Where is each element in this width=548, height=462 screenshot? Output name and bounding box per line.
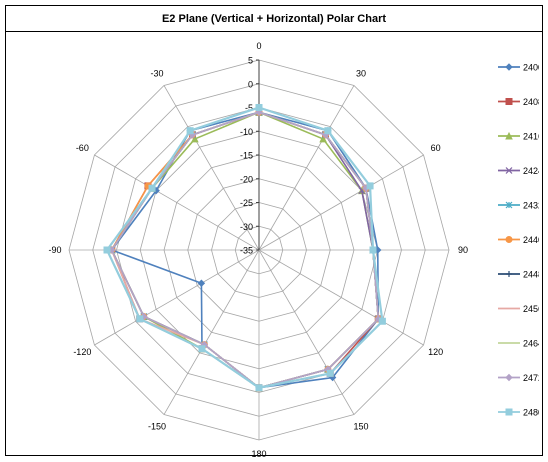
legend-marker: [505, 201, 513, 209]
legend-entry: 2400: [498, 63, 543, 73]
radial-tick-label: -5: [245, 103, 253, 113]
legend-label: 2456: [523, 304, 539, 314]
grid-spoke: [258, 249, 355, 415]
legend-entry: 2448: [498, 270, 543, 280]
chart-title: E2 Plane (Vertical + Horizontal) Polar C…: [161, 12, 387, 25]
legend-label: 2424: [523, 166, 539, 176]
angle-label: 150: [353, 422, 368, 432]
angle-label: -30: [150, 68, 163, 78]
legend-label: 2416: [523, 132, 539, 142]
grid-spoke: [258, 85, 355, 251]
data-point: [198, 345, 206, 353]
radial-tick-label: -10: [240, 127, 253, 137]
legend-label: 2400: [523, 63, 539, 73]
legend-marker: [505, 236, 513, 243]
angle-label: 30: [356, 68, 366, 78]
data-point: [255, 384, 263, 392]
data-point: [369, 246, 377, 254]
legend-label: 2440: [523, 235, 539, 245]
data-point: [319, 134, 327, 143]
radial-tick-label: -30: [240, 222, 253, 232]
grid-spoke: [163, 249, 260, 415]
legend-entry: 2456: [498, 304, 543, 314]
legend-label: 2464: [523, 339, 539, 349]
legend-marker: [505, 63, 513, 71]
radial-tick-label: -35: [240, 246, 253, 256]
chart-frame: E2 Plane (Vertical + Horizontal) Polar C…: [5, 5, 543, 459]
grid-spoke: [163, 85, 260, 251]
angle-label: 180: [251, 449, 266, 457]
data-point: [148, 184, 156, 192]
legend-marker: [505, 408, 513, 416]
radial-tick-label: 0: [248, 79, 253, 89]
radar-grid: [68, 59, 450, 441]
radial-tick-labels: 5 0 -5 -10 -15 -20 -25 -30 -35: [240, 56, 259, 256]
legend-label: 2480: [523, 408, 539, 418]
legend-marker: [505, 131, 513, 140]
data-point: [186, 127, 194, 135]
data-point: [378, 317, 386, 325]
legend-marker: [506, 271, 512, 277]
legend-entry: 2464: [498, 339, 543, 349]
radial-tick-label: -25: [240, 198, 253, 208]
angle-label: -150: [148, 422, 166, 432]
legend-entry: 2480: [498, 408, 543, 418]
legend-marker: [505, 373, 513, 382]
legend-entry: 2416: [498, 131, 543, 142]
angle-label: 0: [256, 41, 261, 51]
angle-label: 90: [458, 245, 468, 255]
grid-spoke: [258, 154, 424, 251]
grid-spoke: [94, 249, 260, 346]
plot-area: 0 30 60 90 120 150 180 -150 -120 -90 -60 -30 5 0 -5 -1…: [10, 37, 543, 459]
data-point: [103, 246, 111, 254]
legend-marker: [505, 167, 513, 174]
series-2480: [103, 104, 386, 392]
series-lines: [103, 104, 386, 392]
data-point: [326, 369, 334, 377]
data-point: [197, 279, 206, 287]
legend-label: 2408: [523, 97, 539, 107]
legend-marker: [505, 98, 513, 105]
radial-tick-label: 5: [248, 56, 253, 66]
legend-label: 2448: [523, 270, 539, 280]
data-point: [366, 182, 374, 190]
angle-label: 120: [428, 347, 443, 357]
grid-spoke: [258, 249, 424, 346]
legend-entry: 2408: [498, 97, 543, 107]
legend-entry: 2440: [498, 235, 543, 245]
angle-label: 60: [431, 143, 441, 153]
data-point: [255, 104, 263, 111]
grid-spoke: [94, 154, 260, 251]
radial-tick-label: -15: [240, 151, 253, 161]
chart-title-bar: E2 Plane (Vertical + Horizontal) Polar C…: [6, 6, 542, 32]
angle-label: -120: [73, 347, 91, 357]
angle-label: -60: [76, 143, 89, 153]
data-point: [136, 315, 144, 323]
data-point: [324, 127, 332, 135]
data-point: [191, 134, 199, 143]
radial-tick-label: -20: [240, 174, 253, 184]
angle-label: -90: [48, 245, 61, 255]
legend-entry: 2424: [498, 166, 543, 176]
